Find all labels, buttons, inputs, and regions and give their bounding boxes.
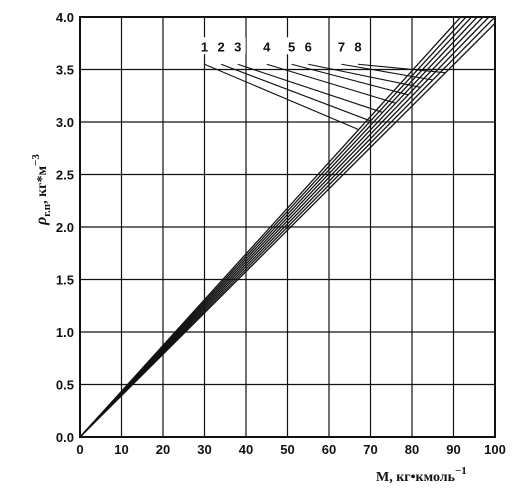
x-tick-label: 30 bbox=[197, 442, 211, 457]
curve-number-label: 8 bbox=[354, 39, 361, 54]
curve-number-label: 7 bbox=[338, 39, 345, 54]
y-tick-label: 0.0 bbox=[56, 430, 74, 445]
curve-number-label: 5 bbox=[288, 39, 295, 54]
series-line-3 bbox=[80, 17, 473, 437]
x-axis-label: M, кг•кмоль−1 bbox=[376, 465, 467, 485]
x-tick-label: 40 bbox=[239, 442, 253, 457]
x-tick-label: 80 bbox=[405, 442, 419, 457]
y-tick-label: 1.0 bbox=[56, 325, 74, 340]
y-axis-label-subscript: г.п bbox=[41, 203, 53, 217]
series-line-6 bbox=[80, 17, 490, 437]
x-tick-labels: 0 10 20 30 40 50 60 70 80 90 100 bbox=[76, 442, 505, 457]
leader-line-4 bbox=[266, 63, 396, 104]
curve-number-backdrop bbox=[229, 37, 246, 55]
series-line-1 bbox=[80, 17, 462, 437]
x-tick-label: 20 bbox=[156, 442, 170, 457]
leader-line-8 bbox=[357, 63, 446, 74]
leader-line-3 bbox=[237, 63, 384, 114]
x-tick-label: 10 bbox=[114, 442, 128, 457]
y-tick-label: 2.5 bbox=[56, 168, 74, 183]
x-tick-label: 50 bbox=[280, 442, 294, 457]
x-tick-label: 60 bbox=[322, 442, 336, 457]
x-tick-label: 100 bbox=[484, 442, 506, 457]
series-line-5 bbox=[80, 17, 484, 437]
x-tick-label: 70 bbox=[363, 442, 377, 457]
y-tick-label: 4.0 bbox=[56, 10, 74, 25]
curve-number-backdrop bbox=[283, 37, 300, 55]
curve-number-label: 1 bbox=[201, 39, 208, 54]
leader-lines bbox=[204, 63, 446, 130]
x-tick-label: 0 bbox=[76, 442, 83, 457]
leader-line-7 bbox=[341, 63, 433, 81]
x-axis-label-text: M, кг•кмоль bbox=[376, 470, 456, 485]
x-axis-label-exponent: −1 bbox=[455, 465, 467, 477]
series-lines bbox=[80, 17, 495, 437]
curve-number-label: 3 bbox=[234, 39, 241, 54]
x-tick-label: 90 bbox=[446, 442, 460, 457]
y-axis-label-exponent: −3 bbox=[30, 154, 42, 166]
curve-number-backdrop bbox=[258, 37, 275, 55]
leader-line-6 bbox=[308, 63, 421, 88]
curve-number-label: 6 bbox=[305, 39, 312, 54]
leader-line-2 bbox=[220, 63, 371, 122]
series-line-8 bbox=[80, 22, 495, 437]
y-tick-label: 3.5 bbox=[56, 63, 74, 78]
curve-number-backdrop bbox=[196, 37, 213, 55]
leader-line-1 bbox=[204, 63, 359, 130]
leader-line-5 bbox=[291, 63, 408, 96]
series-line-2 bbox=[80, 17, 467, 437]
curve-number-backdrop bbox=[300, 37, 317, 55]
y-tick-label: 1.5 bbox=[56, 273, 74, 288]
curve-number-backdrop bbox=[213, 37, 230, 55]
curve-number-backdrop bbox=[333, 37, 350, 55]
curve-number-backdrop bbox=[350, 37, 367, 55]
y-tick-label: 2.0 bbox=[56, 220, 74, 235]
y-tick-labels: 0.0 0.5 1.0 1.5 2.0 2.5 3.0 3.5 4.0 bbox=[56, 10, 74, 445]
y-axis-label-units: , кг*м bbox=[35, 165, 50, 203]
curve-number-label: 2 bbox=[217, 39, 224, 54]
y-tick-label: 0.5 bbox=[56, 378, 74, 393]
curve-number-label: 4 bbox=[263, 39, 271, 54]
y-axis-label: ρг.п, кг*м−3 bbox=[30, 154, 53, 226]
plot-frame bbox=[79, 16, 496, 438]
series-line-7 bbox=[80, 17, 495, 437]
y-axis-label-symbol: ρ bbox=[33, 217, 50, 226]
y-tick-label: 3.0 bbox=[56, 115, 74, 130]
